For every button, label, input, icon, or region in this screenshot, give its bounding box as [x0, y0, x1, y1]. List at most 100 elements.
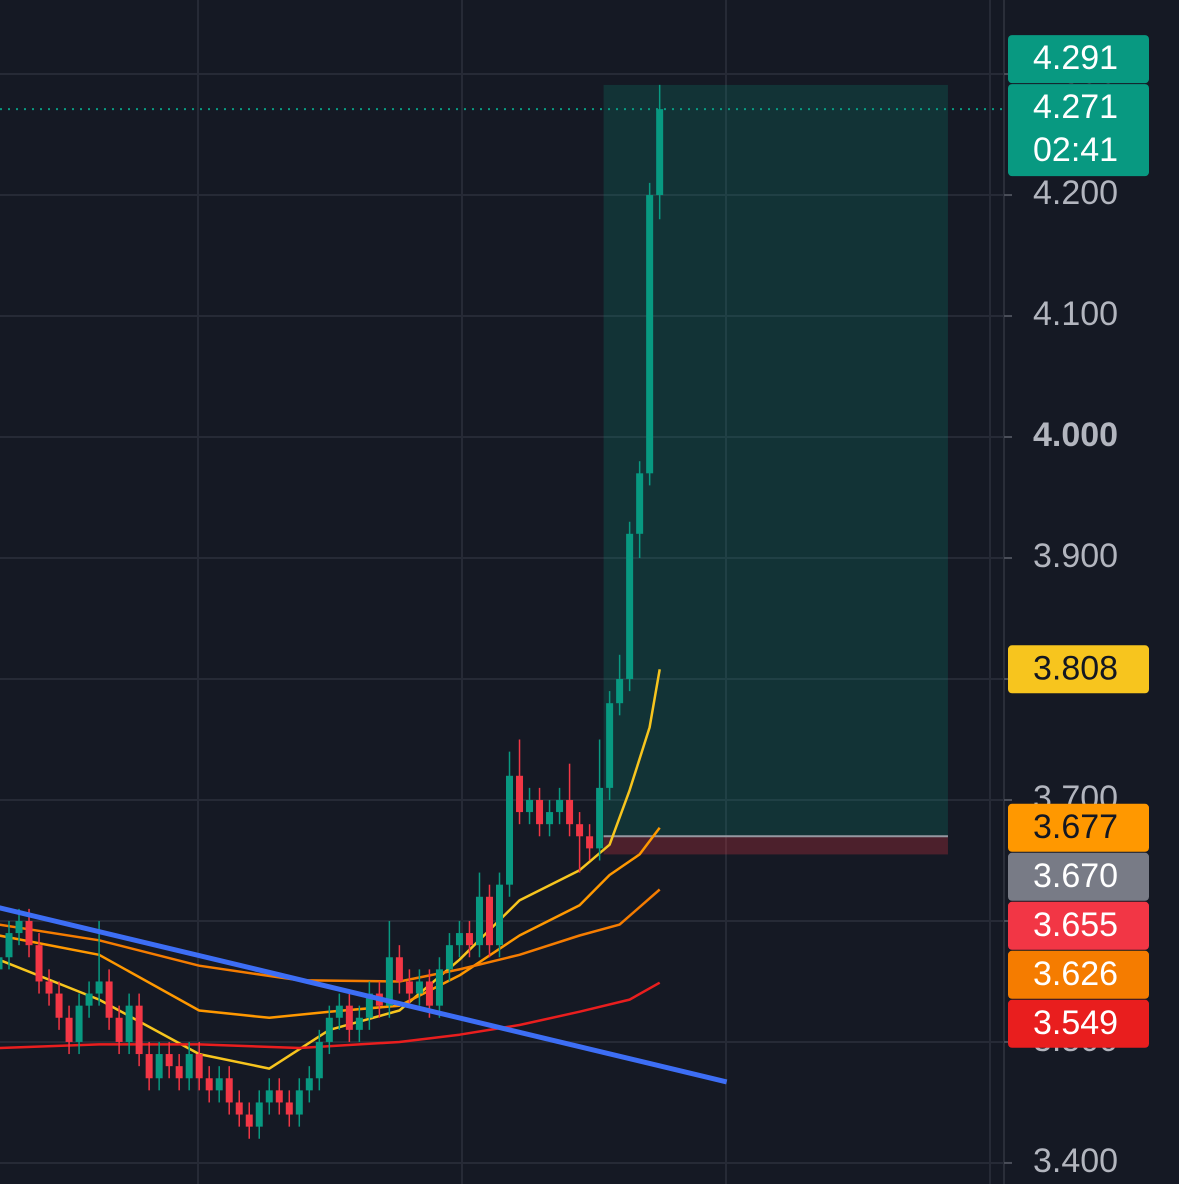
candle-body	[526, 799, 534, 813]
candle-body	[55, 993, 63, 1018]
candle-body	[235, 1102, 243, 1115]
candle-body	[365, 993, 373, 1018]
candle-body	[516, 775, 524, 813]
y-tick-label: 4.100	[1033, 295, 1118, 333]
price-tag-label: 3.670	[1033, 857, 1118, 895]
price-tag-box	[1008, 35, 1149, 84]
candle-body	[135, 1005, 143, 1055]
candle-body	[85, 993, 93, 1006]
candle-body	[215, 1078, 223, 1091]
candle-body	[155, 1054, 163, 1079]
y-tick-label: 3.400	[1033, 1142, 1118, 1180]
candle-body	[25, 920, 33, 946]
candle-body	[415, 981, 423, 994]
price-tag: 4.271 02:41	[1008, 84, 1149, 177]
y-tick-label: 4.000	[1033, 416, 1118, 454]
price-tag: 3.655	[1008, 901, 1149, 950]
candle-body	[395, 957, 403, 982]
candle-body	[285, 1102, 293, 1115]
candle-body	[405, 981, 413, 994]
candle-body	[656, 109, 664, 196]
candle-body	[355, 1017, 363, 1030]
candle-body	[195, 1054, 203, 1079]
candle-body	[435, 969, 443, 1006]
price-tag-label: 3.808	[1033, 649, 1118, 687]
loss-zone	[603, 836, 948, 855]
candle-body	[576, 824, 584, 837]
price-tag-box	[1008, 999, 1149, 1048]
price-tag-label: 3.626	[1033, 955, 1118, 993]
candle-body	[65, 1017, 73, 1042]
candle-body	[5, 933, 13, 958]
candle-body	[295, 1090, 303, 1115]
candle-body	[245, 1114, 253, 1127]
y-tick-label: 3.900	[1033, 537, 1118, 575]
price-tag-box	[1008, 84, 1149, 177]
candle-body	[606, 703, 614, 788]
price-tag-box	[1008, 852, 1149, 901]
countdown: 02:41	[1033, 131, 1118, 169]
candle-body	[385, 957, 393, 1006]
candle-body	[95, 981, 103, 994]
price-tag-label: 3.677	[1033, 808, 1118, 846]
candle-body	[636, 473, 644, 534]
candle-body	[15, 920, 23, 934]
price-tag-label: 3.655	[1033, 906, 1118, 944]
price-tag-label: 4.271	[1033, 88, 1118, 126]
candle-body	[546, 812, 554, 825]
candle-body	[185, 1054, 193, 1079]
candle-body	[165, 1054, 173, 1067]
price-tag-box	[1008, 901, 1149, 950]
candle-body	[35, 945, 43, 982]
candle-body	[536, 799, 544, 825]
price-tag-box	[1008, 645, 1149, 694]
price-tag: 4.291	[1008, 35, 1149, 84]
candle-body	[556, 799, 564, 813]
candle-body	[455, 933, 463, 946]
candle-body	[125, 1005, 133, 1042]
candle-body	[345, 1005, 353, 1030]
price-tag: 3.670	[1008, 852, 1149, 901]
time-grid	[197, 0, 991, 1184]
candle-body	[225, 1078, 233, 1103]
candle-body	[145, 1054, 153, 1079]
candle-body	[465, 933, 473, 946]
price-tag-box	[1008, 950, 1149, 999]
price-tag: 3.549	[1008, 999, 1149, 1048]
price-tag: 3.626	[1008, 950, 1149, 999]
candle-body	[265, 1090, 273, 1103]
candle-body	[475, 896, 483, 946]
candle-body	[325, 1017, 333, 1042]
candle-body	[506, 775, 514, 885]
price-tag: 3.808	[1008, 645, 1149, 694]
trendline	[0, 905, 728, 1085]
candle-body	[45, 981, 53, 994]
candle-body	[75, 1005, 83, 1042]
candle-body	[596, 787, 604, 849]
candle-body	[495, 884, 503, 946]
price-tag: 3.677	[1008, 803, 1149, 852]
candle-body	[445, 945, 453, 970]
candle-body	[566, 799, 574, 825]
y-tick-label: 4.200	[1033, 174, 1118, 212]
candle-body	[255, 1102, 263, 1127]
candle-body	[335, 1005, 343, 1018]
price-tag-box	[1008, 803, 1149, 852]
candle-body	[586, 836, 594, 849]
candle-body	[305, 1078, 313, 1091]
candle-body	[646, 195, 654, 474]
candle-body	[425, 981, 433, 1006]
profit-zone	[603, 84, 948, 837]
candle-body	[616, 678, 624, 704]
candle-body	[105, 981, 113, 1018]
candle-body	[175, 1066, 183, 1079]
candle-body	[115, 1017, 123, 1042]
candle-body	[275, 1090, 283, 1103]
candle-body	[205, 1078, 213, 1091]
price-tag-label: 4.291	[1033, 39, 1118, 77]
candle-body	[626, 533, 634, 679]
candle-body	[315, 1041, 323, 1079]
price-tag-label: 3.549	[1033, 1004, 1118, 1042]
